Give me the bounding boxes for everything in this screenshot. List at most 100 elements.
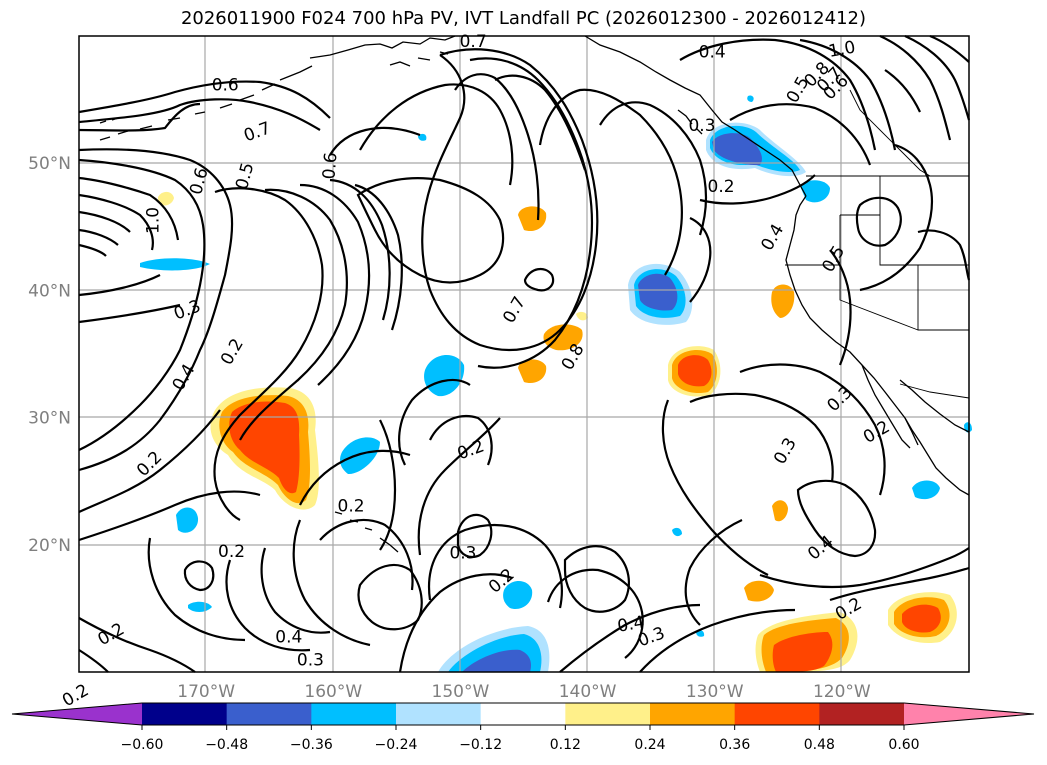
pv-contour (78, 617, 196, 673)
negative-anomaly-region (712, 133, 762, 166)
pv-contour (78, 243, 107, 257)
longitude-label: 170°W (177, 682, 235, 702)
colorbar-tick-label: 0.36 (719, 737, 750, 753)
pv-contour (759, 547, 970, 589)
pv-contour (292, 519, 371, 647)
negative-anomaly-region (503, 581, 533, 610)
pv-contour (421, 48, 599, 352)
pv-contour (904, 34, 971, 121)
pv-contour (78, 409, 221, 513)
pv-contour (917, 229, 971, 281)
colorbar-tick-label: 0.24 (634, 737, 665, 753)
longitude-label: 130°W (686, 682, 744, 702)
gulf-of-california-coast (899, 379, 970, 433)
colorbar-tick-label: −0.48 (205, 737, 248, 753)
pv-contour (879, 34, 952, 141)
pv-contour (78, 649, 109, 673)
negative-anomaly-region (176, 507, 199, 533)
pv-contour (260, 547, 331, 634)
pv-contour (147, 537, 246, 642)
map-border (78, 35, 970, 673)
longitude-labels: 170°W 160°W 150°W 140°W 130°W 120°W (177, 682, 871, 702)
pv-contour (739, 363, 886, 496)
pv-contour (78, 490, 261, 542)
pv-contour (183, 560, 215, 592)
negative-anomaly-region (340, 437, 380, 475)
latitude-label: 40°N (28, 281, 71, 301)
colorbar-segment (650, 703, 736, 725)
alberta-bc-border (849, 89, 931, 177)
pv-contour (417, 417, 501, 556)
pv-contour (429, 414, 493, 466)
pv-contour (689, 392, 834, 483)
colorbar-segment (565, 703, 651, 725)
pv-contour (78, 274, 161, 297)
colorbar-tick-label: −0.24 (375, 737, 418, 753)
contour-label: 0.3 (297, 650, 324, 670)
pv-contour (884, 69, 921, 113)
positive-anomaly-region (158, 191, 174, 206)
pv-contour (354, 183, 403, 331)
pv-contour (78, 228, 119, 246)
latitude-label: 50°N (28, 154, 71, 174)
negative-anomaly-region (672, 527, 682, 537)
colorbar-segment (226, 703, 312, 725)
pv-contour (357, 563, 423, 631)
colorbar-segment (734, 703, 820, 725)
pv-contour (398, 573, 513, 673)
negative-anomaly-region (140, 258, 210, 271)
positive-anomaly-region (744, 580, 774, 602)
coastlines (99, 35, 970, 553)
pv-contour (379, 419, 397, 551)
colorbar-tick-label: 0.12 (550, 737, 581, 753)
contour-label: 1.0 (144, 207, 164, 234)
pv-contour (469, 57, 594, 369)
baja-california (861, 364, 919, 449)
pv-contour (829, 249, 852, 366)
colorbar-tick-label: 0.60 (888, 737, 919, 753)
pv-contour (729, 103, 872, 166)
pv-contour (398, 378, 471, 466)
negative-anomaly-region (188, 601, 212, 612)
pv-contour (78, 176, 180, 241)
colorbar-segment (819, 703, 905, 725)
colorbar-extend-high (904, 703, 1034, 725)
pv-contour (546, 568, 644, 659)
pv-contour (78, 98, 321, 131)
colorbar-tick-label: −0.60 (121, 737, 164, 753)
colorbar: −0.60 −0.48 −0.36 −0.24 −0.12 0.12 0.24 0.36 0.4… (11, 702, 1035, 753)
pv-contour (329, 126, 421, 156)
pv-contour (427, 523, 563, 609)
pv-contour (799, 38, 897, 151)
positive-anomaly-region (772, 632, 833, 672)
pv-contour (796, 479, 877, 558)
pv-contour (538, 88, 683, 276)
pv-contour (225, 559, 311, 652)
pv-contour (559, 603, 701, 673)
contour-label: 0.3 (449, 543, 476, 563)
contour-label: 0.4 (699, 42, 726, 62)
colorbar-tick-label: −0.12 (459, 737, 502, 753)
pv-contour (78, 210, 131, 233)
pv-contour (454, 73, 540, 221)
pv-contour (661, 399, 769, 576)
positive-anomaly-region (543, 324, 583, 351)
pv-contour (523, 267, 555, 292)
pv-contour (829, 566, 970, 602)
west-coast-north-america (785, 195, 970, 496)
negative-anomaly-region (800, 180, 830, 203)
positive-anomaly-region (229, 401, 300, 494)
contour-label: 0.2 (708, 177, 735, 197)
pv-contour (859, 143, 934, 292)
pv-contour (494, 74, 587, 171)
pv-contour (689, 217, 712, 303)
pv-contour (78, 148, 234, 472)
latitude-labels: 50°N 40°N 30°N 20°N (28, 154, 71, 556)
pv-contour (929, 34, 970, 63)
colorbar-segment (311, 703, 397, 725)
pv-contour (78, 193, 154, 251)
pv-contour (78, 80, 331, 119)
contour-label: 0.6 (319, 151, 341, 180)
negative-anomaly-region (462, 649, 531, 672)
